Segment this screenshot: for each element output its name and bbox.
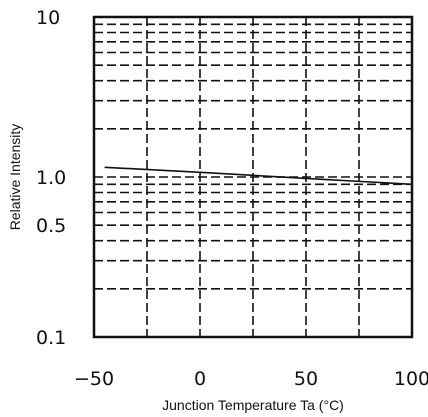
x-tick-labels: −50 0 50 100 (74, 368, 428, 390)
x-tick-label: −50 (74, 368, 114, 390)
y-tick-label: 1.0 (36, 167, 66, 189)
x-tick-label: 100 (394, 368, 428, 390)
y-tick-labels: 10 1.0 0.5 0.1 (36, 7, 66, 349)
y-tick-label: 0.1 (36, 327, 66, 349)
y-tick-label: 10 (36, 7, 60, 29)
plot-frame (92, 15, 414, 339)
x-tick-label: 0 (194, 368, 206, 390)
x-axis-label: Junction Temperature Ta (°C) (162, 397, 344, 413)
series-line (104, 166, 413, 186)
series-layer (104, 166, 413, 186)
y-tick-label: 0.5 (36, 215, 66, 237)
x-tick-label: 50 (294, 368, 318, 390)
grid (94, 17, 412, 337)
y-axis-label: Relative Intensity (7, 124, 23, 231)
